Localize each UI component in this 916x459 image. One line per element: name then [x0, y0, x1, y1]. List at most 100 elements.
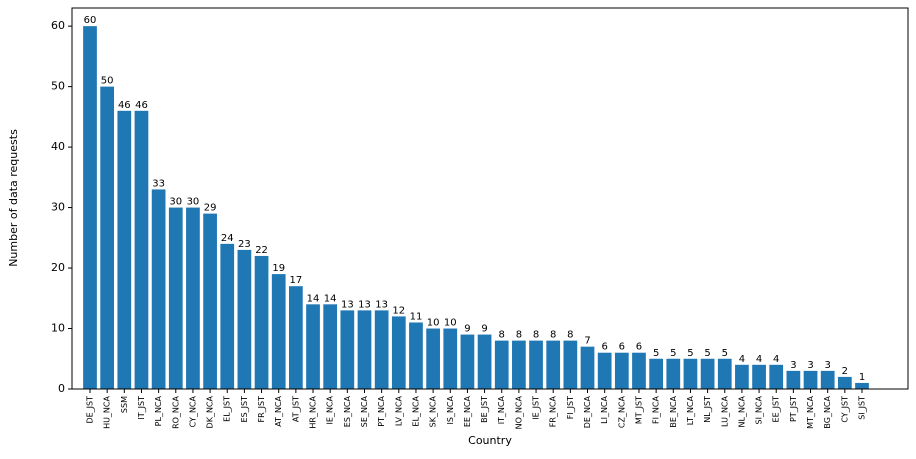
value-label: 23: [238, 239, 251, 250]
x-tick-label: PT_NCA: [377, 395, 386, 426]
value-label: 3: [790, 360, 796, 371]
value-label: 9: [464, 324, 470, 335]
bar: [289, 286, 303, 389]
x-tick-label: FI_JST: [566, 396, 575, 419]
x-tick-label: MT_NCA: [806, 395, 815, 428]
x-tick-label: SI_NCA: [755, 395, 764, 424]
x-tick-label: NO_NCA: [514, 395, 523, 429]
x-tick-label: HR_NCA: [309, 395, 318, 428]
x-tick-label: FR_NCA: [549, 395, 558, 427]
value-label: 24: [221, 233, 234, 244]
x-tick-label: IS_NCA: [446, 395, 455, 424]
bar: [769, 364, 784, 389]
x-tick-label: FI_NCA: [652, 395, 661, 424]
x-tick-label: EL_JST: [223, 396, 232, 422]
value-label: 9: [481, 324, 487, 335]
x-tick-label: SE_NCA: [360, 395, 369, 427]
bar: [683, 358, 698, 389]
bar: [460, 334, 475, 389]
y-tick-label: 30: [51, 201, 65, 214]
x-tick-label: BG_NCA: [823, 395, 832, 428]
x-tick-label: NL_NCA: [737, 395, 746, 427]
y-axis-label: Number of data requests: [7, 129, 20, 267]
x-tick-label: MT_JST: [634, 396, 643, 424]
value-label: 17: [289, 275, 302, 286]
value-label: 4: [739, 354, 745, 365]
value-label: 4: [773, 354, 779, 365]
x-tick-label: LU_NCA: [720, 395, 729, 426]
value-label: 6: [601, 342, 607, 353]
x-tick-label: RO_NCA: [171, 395, 180, 428]
bar: [220, 243, 235, 389]
value-label: 46: [135, 100, 148, 111]
bar: [357, 310, 372, 389]
value-label: 12: [392, 305, 405, 316]
x-tick-label: IT_JST: [137, 396, 146, 420]
value-label: 8: [567, 330, 573, 341]
x-tick-label: EE_NCA: [463, 395, 472, 427]
value-label: 8: [499, 330, 505, 341]
x-tick-label: DE_JST: [86, 396, 95, 424]
y-tick-label: 10: [51, 322, 65, 335]
value-label: 5: [722, 348, 728, 359]
y-tick-label: 20: [51, 261, 65, 274]
x-tick-label: DK_NCA: [206, 395, 215, 428]
x-tick-label: IE_JST: [532, 396, 541, 420]
y-tick-label: 40: [51, 140, 65, 153]
bar: [323, 304, 338, 389]
x-tick-label: EL_NCA: [411, 395, 420, 426]
x-tick-label: CZ_NCA: [617, 395, 626, 428]
x-tick-label: SSM: [120, 396, 129, 413]
x-tick-label: IE_NCA: [326, 395, 335, 424]
plot-frame: [71, 7, 909, 390]
bar: [666, 358, 681, 389]
x-tick-label: LI_NCA: [600, 395, 609, 423]
x-tick-label: DE_NCA: [583, 395, 592, 428]
bar: [271, 274, 286, 389]
x-tick-label: LV_NCA: [394, 395, 403, 426]
x-tick-label: PT_JST: [789, 396, 798, 422]
bar: [374, 310, 389, 389]
x-tick-label: CY_JST: [840, 396, 849, 423]
value-label: 8: [516, 330, 522, 341]
value-label: 6: [636, 342, 642, 353]
value-label: 50: [101, 76, 114, 87]
x-tick-label: FR_JST: [257, 396, 266, 423]
bar: [546, 340, 561, 389]
x-tick-label: AT_JST: [291, 396, 300, 422]
bar: [134, 110, 149, 390]
value-label: 7: [584, 336, 590, 347]
value-label: 19: [272, 263, 285, 274]
bar: [512, 340, 526, 389]
y-tick-label: 60: [51, 19, 65, 32]
value-label: 2: [842, 366, 848, 377]
value-label: 3: [807, 360, 813, 371]
x-tick-label: IT_NCA: [497, 395, 506, 424]
bar: [186, 207, 200, 389]
y-tick-label: 50: [51, 80, 65, 93]
value-label: 13: [375, 299, 388, 310]
value-label: 13: [341, 299, 354, 310]
x-tick-label: LT_NCA: [686, 395, 695, 425]
bar: [237, 249, 252, 389]
bar: [632, 352, 646, 389]
bar: [752, 364, 766, 389]
value-label: 5: [653, 348, 659, 359]
bar: [409, 322, 423, 389]
x-tick-label: ES_JST: [240, 396, 249, 423]
bar: [100, 86, 115, 389]
value-label: 5: [670, 348, 676, 359]
bar: [426, 328, 440, 389]
x-tick-label: AT_NCA: [274, 395, 283, 426]
bar: [340, 310, 355, 389]
bar: [306, 304, 320, 389]
bar: [254, 255, 269, 389]
bar: [391, 316, 406, 389]
bar: [443, 328, 458, 389]
bar: [820, 370, 835, 389]
x-tick-label: HU_NCA: [103, 395, 112, 428]
value-label: 33: [152, 178, 165, 189]
x-tick-label: ES_NCA: [343, 395, 352, 427]
bar: [83, 26, 97, 390]
bar: [529, 340, 543, 389]
